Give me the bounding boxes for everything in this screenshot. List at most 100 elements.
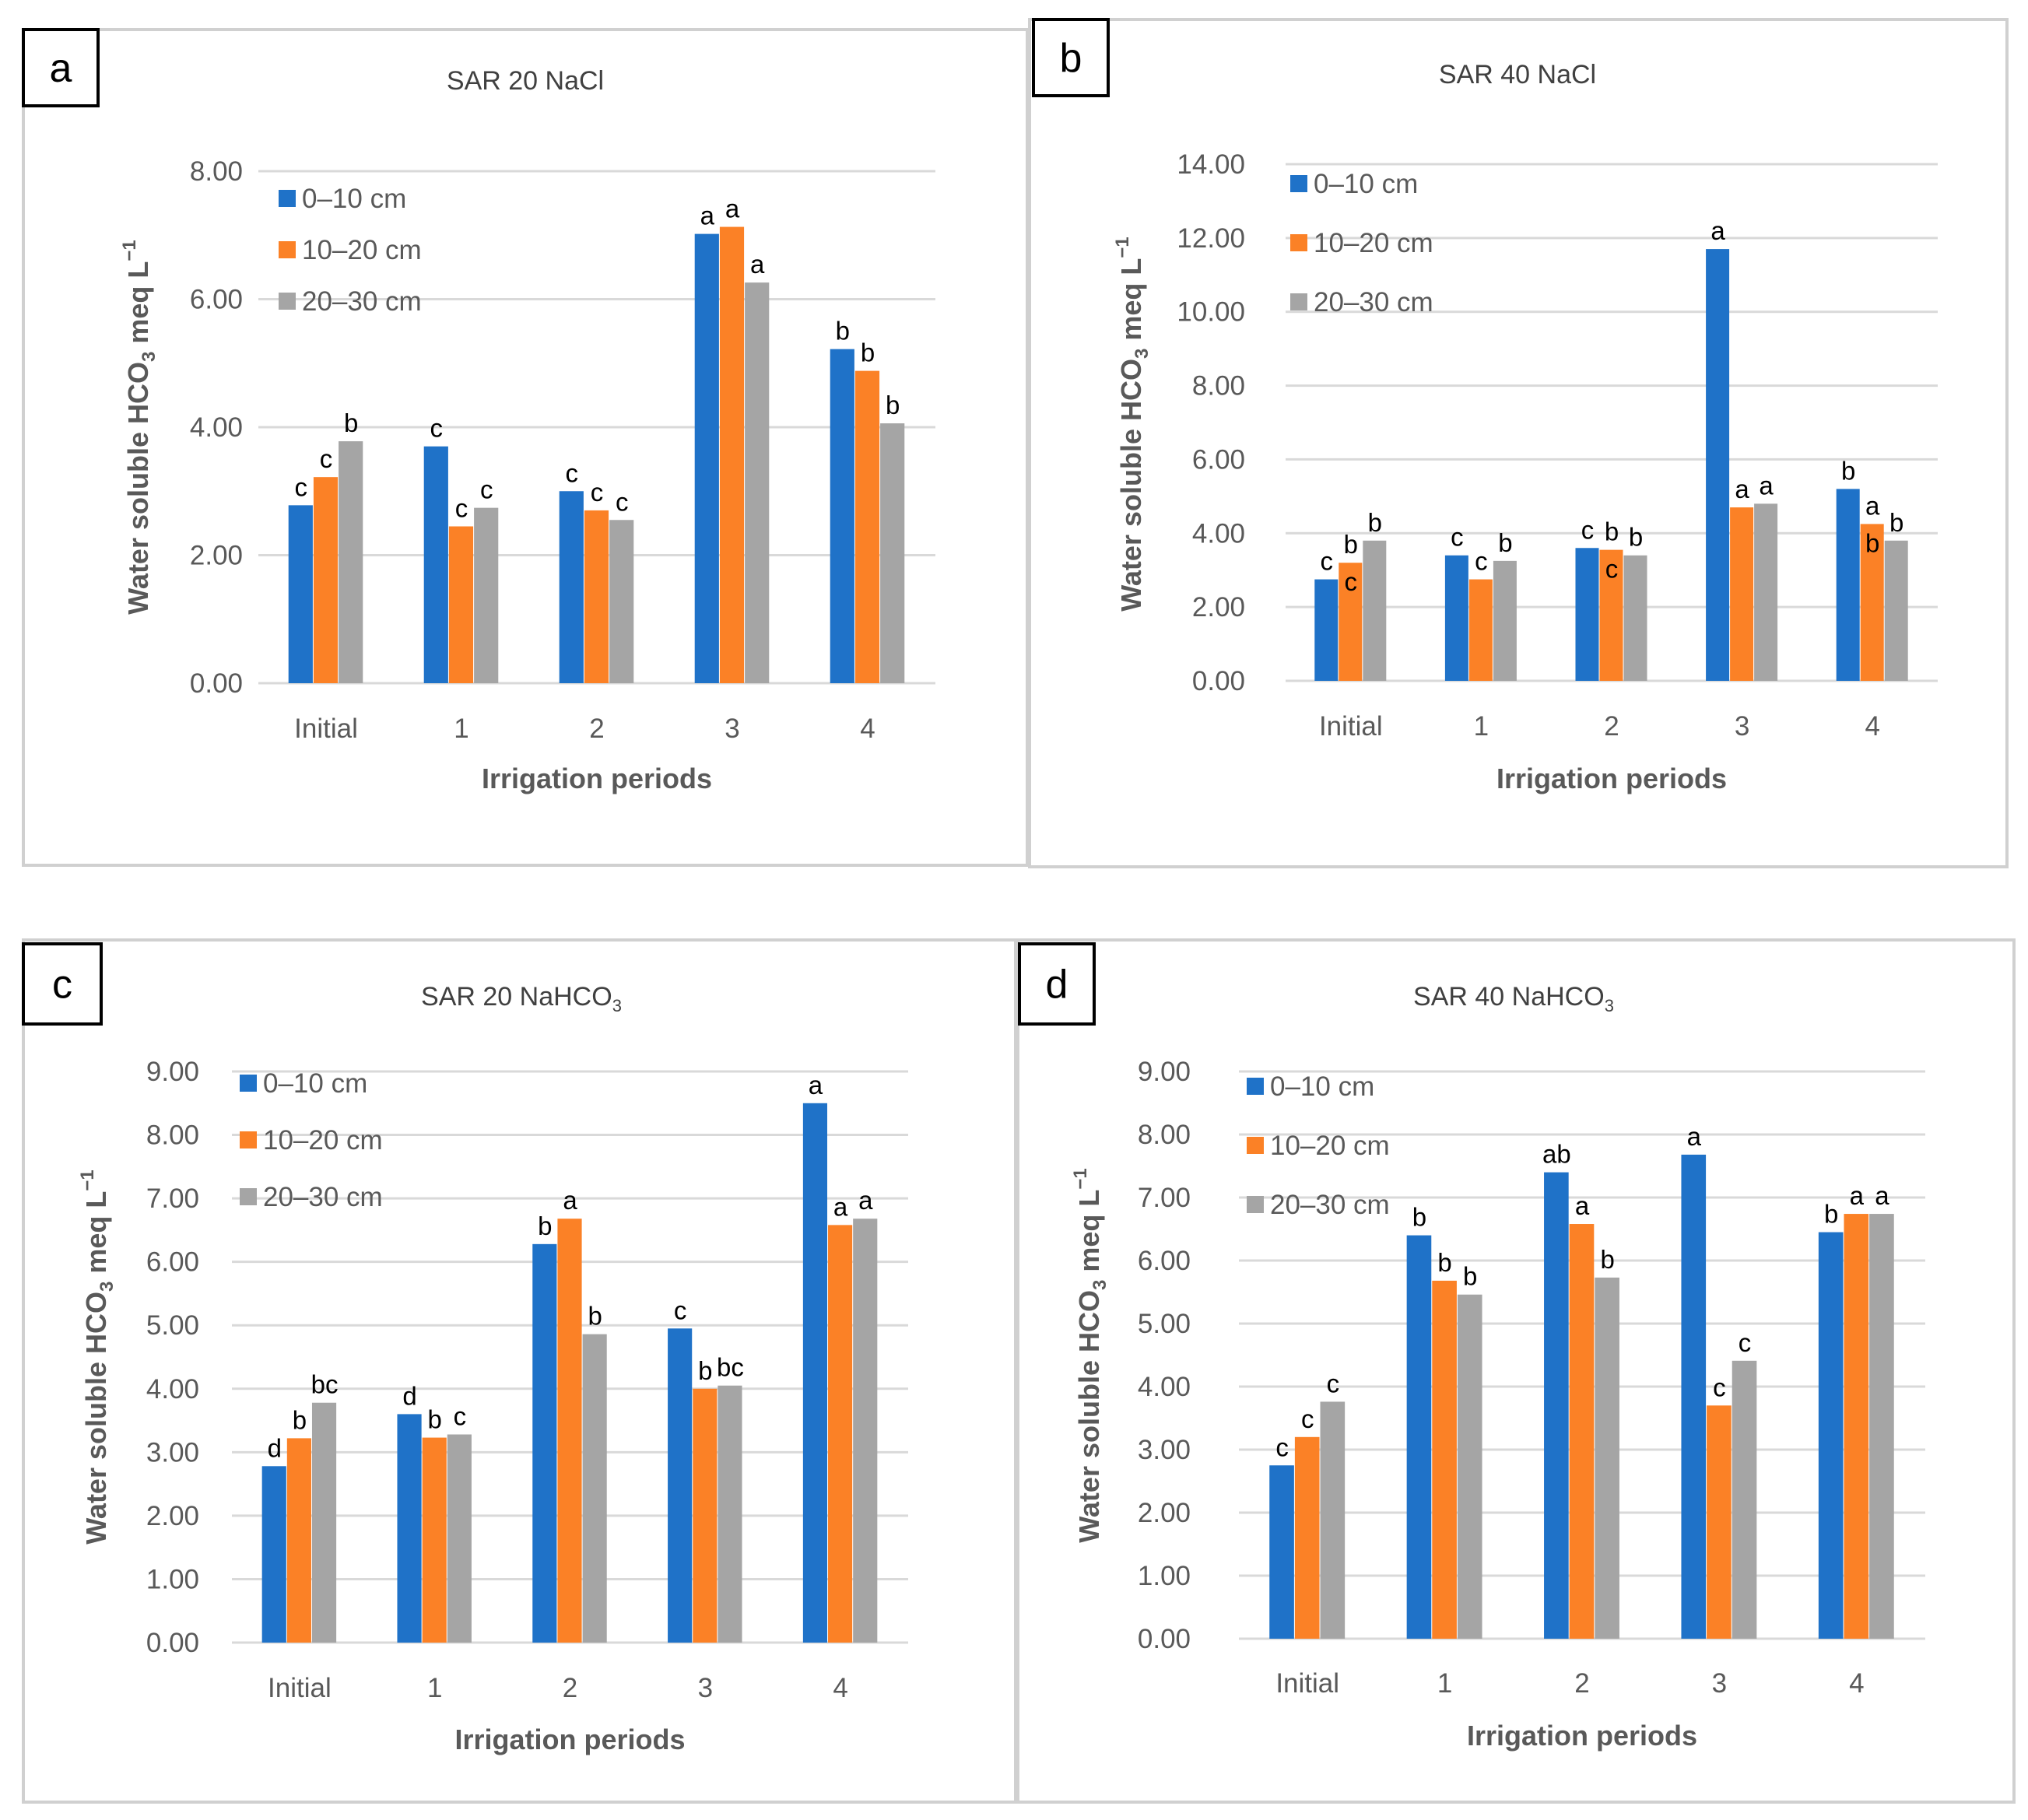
legend-label: 20–30 cm bbox=[1270, 1190, 1390, 1220]
panel-letter: c bbox=[52, 963, 72, 1008]
y-tick-label: 9.00 bbox=[146, 1057, 199, 1087]
legend-swatch bbox=[279, 190, 296, 207]
legend-label: 20–30 cm bbox=[302, 286, 422, 317]
significance-label: c bbox=[480, 475, 493, 504]
bar bbox=[854, 370, 880, 683]
bar bbox=[1754, 503, 1778, 681]
bar bbox=[668, 1328, 693, 1643]
panel-letter-box bbox=[22, 28, 100, 107]
legend-swatch bbox=[1290, 234, 1307, 251]
y-axis-title: Water soluble HCO3 meq L−1 bbox=[77, 1169, 118, 1544]
y-tick-label: 5.00 bbox=[146, 1310, 199, 1341]
significance-label: c bbox=[1321, 547, 1334, 576]
significance-label: b bbox=[1889, 508, 1903, 537]
y-axis-title: Water soluble HCO3 meq L−1 bbox=[119, 240, 160, 614]
x-axis-title: Irrigation periods bbox=[1467, 1720, 1697, 1752]
y-tick-label: 8.00 bbox=[190, 156, 243, 187]
y-tick-label: 8.00 bbox=[1138, 1120, 1191, 1150]
significance-label: a bbox=[858, 1186, 873, 1215]
bar bbox=[1860, 524, 1884, 681]
legend-label: 0–10 cm bbox=[1270, 1071, 1374, 1102]
bar bbox=[1363, 540, 1387, 681]
x-tick-label: 1 bbox=[427, 1673, 442, 1703]
y-tick-label: 0.00 bbox=[1192, 666, 1245, 696]
bar bbox=[1869, 1214, 1894, 1639]
legend-label: 10–20 cm bbox=[1270, 1131, 1390, 1161]
significance-label: b bbox=[538, 1212, 552, 1240]
legend-swatch bbox=[240, 1188, 257, 1205]
y-tick-label: 7.00 bbox=[1138, 1183, 1191, 1213]
y-tick-label: 4.00 bbox=[190, 412, 243, 443]
significance-label: c bbox=[430, 414, 444, 443]
significance-label: a bbox=[700, 202, 715, 230]
significance-label: b bbox=[1344, 530, 1358, 559]
x-tick-label: 3 bbox=[1712, 1668, 1727, 1699]
y-tick-label: 7.00 bbox=[146, 1184, 199, 1214]
bar bbox=[557, 1219, 582, 1643]
x-tick-label: Initial bbox=[1275, 1668, 1339, 1699]
bar bbox=[1314, 579, 1339, 681]
significance-label: d bbox=[402, 1381, 416, 1410]
x-tick-label: Initial bbox=[268, 1673, 332, 1703]
bar bbox=[1884, 540, 1908, 681]
bar bbox=[1444, 555, 1468, 681]
significance-label: b bbox=[1600, 1245, 1614, 1274]
significance-label: b bbox=[1865, 528, 1879, 557]
x-tick-label: Initial bbox=[1319, 711, 1383, 742]
chart-panel-b: b SAR 40 NaCl 0.00 2.00 4.00 6.00 8.00 10.00 12.… bbox=[1028, 18, 2009, 868]
significance-label: b bbox=[293, 1405, 307, 1434]
legend-label: 0–10 cm bbox=[1314, 169, 1418, 199]
legend-swatch bbox=[279, 293, 296, 310]
panel-letter-box bbox=[1018, 942, 1096, 1026]
y-tick-label: 0.00 bbox=[146, 1628, 199, 1658]
significance-label: a bbox=[750, 250, 765, 279]
significance-label: c bbox=[295, 472, 308, 501]
bar bbox=[1544, 1172, 1569, 1639]
bar bbox=[694, 233, 719, 684]
y-tick-label: 3.00 bbox=[1138, 1435, 1191, 1465]
y-tick-label: 14.00 bbox=[1177, 149, 1245, 180]
x-axis-title: Irrigation periods bbox=[1496, 763, 1727, 794]
x-tick-label: Initial bbox=[294, 714, 358, 744]
bar bbox=[1730, 507, 1754, 681]
significance-label: bc bbox=[717, 1353, 744, 1382]
significance-label: c bbox=[1327, 1369, 1340, 1397]
significance-label: b bbox=[588, 1302, 602, 1331]
bar bbox=[1599, 549, 1623, 681]
legend-swatch bbox=[240, 1075, 257, 1092]
x-tick-label: 2 bbox=[589, 714, 604, 744]
significance-label: a bbox=[1875, 1181, 1889, 1210]
legend-swatch bbox=[240, 1131, 257, 1148]
bar bbox=[313, 477, 339, 683]
x-tick-label: 1 bbox=[1437, 1668, 1452, 1699]
x-tick-label: 4 bbox=[833, 1673, 847, 1703]
y-tick-label: 2.00 bbox=[190, 541, 243, 571]
bar bbox=[339, 441, 363, 683]
bar bbox=[1681, 1154, 1707, 1639]
y-tick-label: 1.00 bbox=[1138, 1561, 1191, 1591]
x-tick-label: 4 bbox=[860, 714, 875, 744]
y-tick-label: 0.00 bbox=[1138, 1624, 1191, 1654]
significance-label: b bbox=[344, 409, 358, 437]
bar bbox=[261, 1466, 286, 1643]
significance-label: b bbox=[1605, 517, 1619, 546]
y-axis-title: Water soluble HCO3 meq L−1 bbox=[1112, 237, 1153, 611]
bar bbox=[1294, 1436, 1320, 1639]
significance-label: a bbox=[1575, 1191, 1590, 1220]
significance-label: a bbox=[809, 1071, 823, 1099]
y-tick-label: 3.00 bbox=[146, 1437, 199, 1468]
y-tick-label: 8.00 bbox=[1192, 371, 1245, 402]
bar bbox=[1457, 1294, 1482, 1639]
bar bbox=[286, 1438, 311, 1643]
legend-swatch bbox=[1290, 175, 1307, 192]
significance-label: c bbox=[1713, 1373, 1726, 1401]
legend-label: 20–30 cm bbox=[1314, 287, 1433, 317]
bar bbox=[1575, 548, 1599, 681]
bar bbox=[1595, 1277, 1619, 1639]
legend-label: 10–20 cm bbox=[1314, 228, 1433, 258]
significance-label: c bbox=[1275, 1433, 1289, 1461]
significance-label: a bbox=[1735, 475, 1749, 503]
significance-label: a bbox=[1759, 471, 1774, 500]
bar bbox=[718, 1385, 742, 1643]
